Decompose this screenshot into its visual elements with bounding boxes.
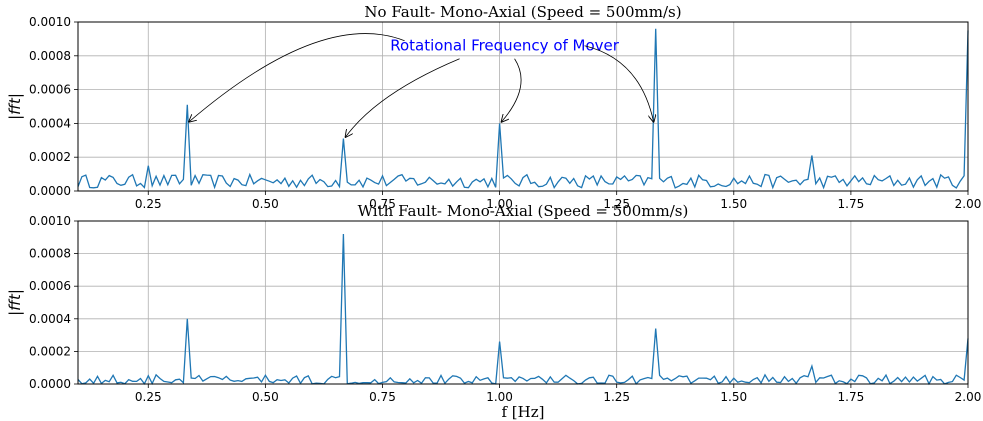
ylabel-no-fault: |fft|: [6, 93, 24, 120]
x-tick-label: 1.25: [603, 197, 630, 211]
x-tick-label: 0.75: [369, 197, 396, 211]
x-tick-label: 1.75: [838, 197, 865, 211]
ylabel-with-fault: |fft|: [6, 289, 24, 316]
x-tick-label: 1.00: [486, 197, 513, 211]
fft-series-no-fault: [77, 28, 969, 190]
plot-with-fault: 0.25 0.50 0.75 1.00 1.25 1.50 1.75 2.00 0.0000 0.…: [6, 202, 981, 421]
y-tick-label: 0.0010: [29, 15, 71, 29]
y-tick-label: 0.0008: [29, 49, 71, 63]
x-tick-label: 2.00: [955, 390, 982, 404]
annotation-arrow: [346, 58, 460, 137]
plot-no-fault: 0.25 0.50 0.75 1.00 1.25 1.50 1.75 2.00 0.0000 0.…: [6, 3, 981, 211]
x-tick-label: 0.25: [135, 197, 162, 211]
y-tick-label: 0.0000: [29, 184, 71, 198]
annotation-group: Rotational Frequency of Mover: [189, 33, 654, 137]
x-tick-label: 1.75: [838, 390, 865, 404]
x-tick-label: 2.00: [955, 197, 982, 211]
ticks-no-fault: 0.25 0.50 0.75 1.00 1.25 1.50 1.75 2.00 0.0000 0.…: [29, 15, 981, 211]
xlabel-frequency: f [Hz]: [501, 403, 544, 421]
title-with-fault: With Fault- Mono-Axial (Speed = 500mm/s): [358, 202, 689, 220]
annotation-arrow: [584, 45, 654, 122]
axes-frame-no-fault: [77, 21, 969, 192]
y-tick-label: 0.0004: [29, 312, 71, 326]
y-tick-label: 0.0010: [29, 214, 71, 228]
y-tick-label: 0.0004: [29, 116, 71, 130]
y-tick-label: 0.0006: [29, 279, 71, 293]
x-tick-label: 0.25: [135, 390, 162, 404]
fft-series-with-fault: [77, 233, 969, 386]
grid-with-fault: [78, 220, 969, 385]
annotation-arrow: [189, 33, 405, 122]
annotation-arrow: [502, 58, 522, 122]
x-tick-label: 1.25: [603, 390, 630, 404]
ticks-with-fault: 0.25 0.50 0.75 1.00 1.25 1.50 1.75 2.00 0.0000 0.…: [29, 214, 981, 404]
axes-frame-with-fault: [77, 220, 969, 385]
x-tick-label: 1.00: [486, 390, 513, 404]
x-tick-label: 0.50: [252, 390, 279, 404]
y-tick-label: 0.0008: [29, 247, 71, 261]
y-tick-label: 0.0006: [29, 83, 71, 97]
x-tick-label: 1.50: [720, 197, 747, 211]
title-no-fault: No Fault- Mono-Axial (Speed = 500mm/s): [364, 3, 681, 21]
annotation-rotational-frequency: Rotational Frequency of Mover: [390, 37, 620, 55]
y-tick-label: 0.0000: [29, 377, 71, 391]
x-tick-label: 1.50: [720, 390, 747, 404]
y-tick-label: 0.0002: [29, 150, 71, 164]
y-tick-label: 0.0002: [29, 344, 71, 358]
x-tick-label: 0.50: [252, 197, 279, 211]
x-tick-label: 0.75: [369, 390, 396, 404]
